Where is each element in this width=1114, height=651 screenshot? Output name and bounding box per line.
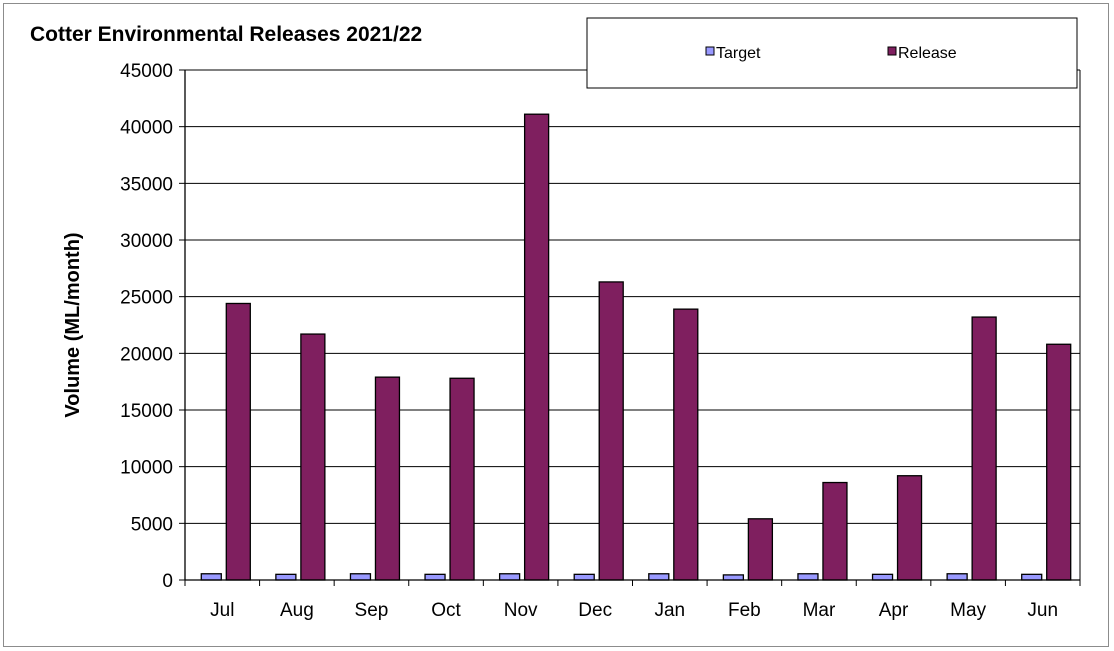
bar-release (300, 333, 326, 581)
y-axis-label: Volume (ML/month) (62, 232, 84, 417)
x-tick-label: Jul (210, 600, 234, 621)
bar-release (523, 113, 550, 581)
chart-title: Cotter Environmental Releases 2021/22 (30, 23, 422, 46)
bar-release (225, 302, 251, 581)
bar-target (871, 573, 894, 581)
x-tick-label: Jan (654, 600, 685, 621)
x-tick-label: Jun (1027, 600, 1058, 621)
bar-target (275, 573, 297, 581)
x-tick-label: Mar (803, 600, 836, 621)
y-tick-label: 30000 (120, 231, 173, 252)
bar-target (1021, 573, 1043, 581)
y-tick-label: 10000 (120, 458, 173, 479)
legend-swatch-target (705, 46, 715, 56)
bar-target (573, 573, 595, 581)
bar-target (722, 574, 745, 581)
bar-target (946, 573, 968, 581)
legend-box (586, 17, 1078, 89)
y-tick-label: 45000 (120, 61, 173, 82)
bar-target (797, 573, 819, 581)
x-tick-label: Aug (280, 600, 314, 621)
y-tick-label: 25000 (120, 288, 173, 309)
bar-release (822, 481, 848, 581)
bar-release (896, 475, 923, 581)
x-tick-label: Nov (504, 600, 538, 621)
y-tick-label: 35000 (120, 174, 173, 195)
y-tick-label: 5000 (131, 514, 173, 535)
y-tick-label: 20000 (120, 344, 173, 365)
bar-release (598, 281, 624, 581)
x-tick-label: May (950, 600, 986, 621)
bar-target (648, 573, 670, 581)
bar-release (673, 308, 699, 581)
bar-target (424, 573, 446, 581)
legend-label: Release (898, 45, 957, 62)
legend-label: Target (716, 45, 761, 62)
legend: Target Release (586, 17, 1078, 89)
plot-area: 0 5000 10000 15000 20000 25000 30000 35000 40000… (120, 61, 1081, 621)
x-tick-label: Sep (355, 600, 389, 621)
x-tick-label: Dec (578, 600, 612, 621)
chart-frame (3, 3, 1109, 647)
y-tick-label: 0 (162, 571, 173, 592)
bar-release (1046, 343, 1072, 581)
bar-release (747, 518, 774, 581)
bar-target (200, 573, 222, 581)
x-tick-label: Apr (879, 600, 909, 621)
y-tick-label: 15000 (120, 401, 173, 422)
x-tick-label: Oct (431, 600, 461, 621)
legend-swatch-release (887, 46, 897, 56)
bar-target (498, 573, 521, 581)
bar-target (349, 573, 372, 581)
bar-release (449, 377, 475, 581)
bar-release (971, 316, 997, 581)
x-tick-label: Feb (728, 600, 761, 621)
y-tick-label: 40000 (120, 118, 173, 139)
bar-release (374, 376, 401, 581)
